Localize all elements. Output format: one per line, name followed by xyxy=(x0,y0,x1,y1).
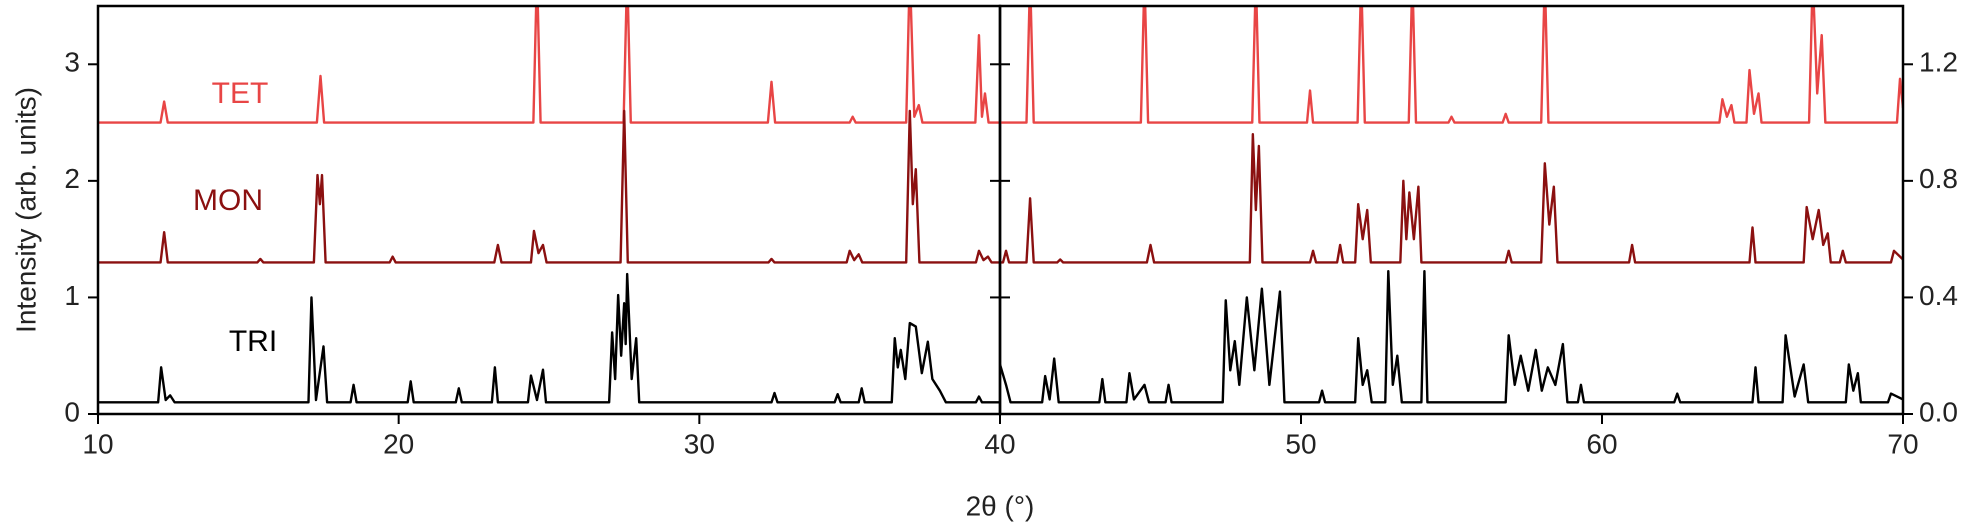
y2-tick-label: 0.4 xyxy=(1919,280,1958,311)
y-axis-label: Intensity (arb. units) xyxy=(10,87,41,333)
series-line xyxy=(1000,6,1903,124)
y-tick-label: 0 xyxy=(64,396,80,427)
y2-tick-label: 0.0 xyxy=(1919,396,1958,427)
x-tick-label: 10 xyxy=(82,428,113,459)
y-tick-label: 3 xyxy=(64,47,80,78)
x-tick-label: 60 xyxy=(1586,428,1617,459)
series-line xyxy=(1000,133,1903,264)
series-label: MON xyxy=(193,184,263,217)
plot-frame xyxy=(998,4,1905,416)
y-tick-label: 2 xyxy=(64,163,80,194)
y-tick-label: 1 xyxy=(64,280,80,311)
x-tick-label: 40 xyxy=(984,428,1015,459)
series-line xyxy=(1000,270,1903,404)
x-tick-label: 20 xyxy=(383,428,414,459)
y2-tick-label: 0.8 xyxy=(1919,163,1958,194)
x-tick-label: 30 xyxy=(684,428,715,459)
x-axis-label: 2θ (°) xyxy=(966,490,1035,521)
series-label: TRI xyxy=(229,325,277,358)
series-line xyxy=(98,6,1000,124)
x-tick-label: 50 xyxy=(1285,428,1316,459)
y2-tick-label: 1.2 xyxy=(1919,47,1958,78)
x-tick-label: 70 xyxy=(1887,428,1918,459)
series-line xyxy=(98,109,1000,264)
series-line xyxy=(98,272,1000,404)
series-label: TET xyxy=(212,77,269,110)
